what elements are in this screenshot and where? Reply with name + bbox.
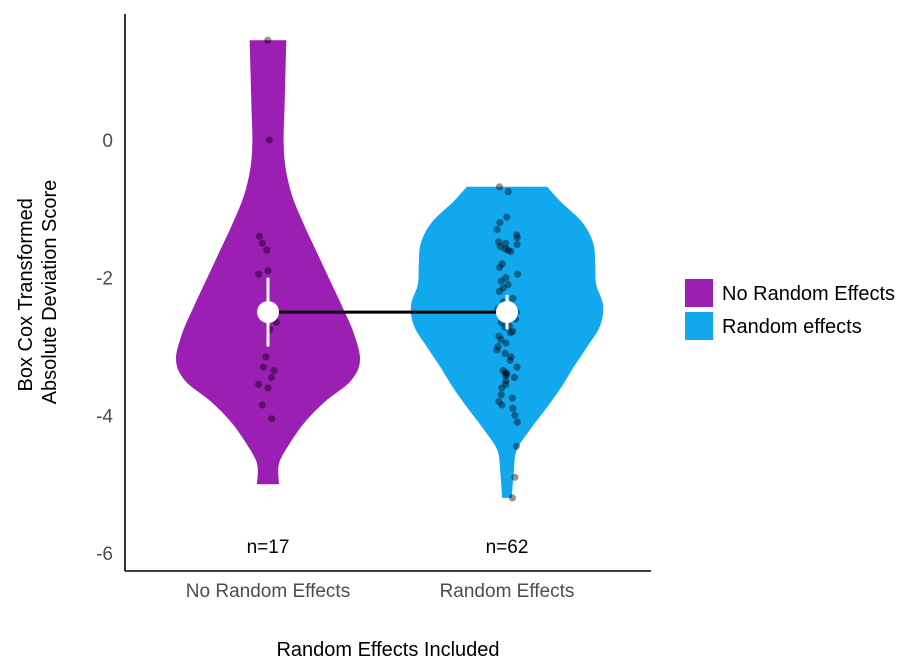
legend: No Random Effects Random effects — [685, 279, 895, 340]
n-label: n=17 — [247, 537, 290, 558]
data-point — [506, 356, 514, 364]
data-point — [509, 404, 517, 412]
violin-random-effects — [410, 186, 604, 498]
legend-label: No Random Effects — [722, 283, 895, 305]
data-point — [495, 238, 503, 246]
data-point — [495, 398, 503, 406]
data-point — [502, 371, 510, 379]
y-tick-label: -4 — [96, 406, 113, 427]
data-point — [258, 401, 266, 409]
data-point — [499, 367, 507, 375]
y-axis-title: Box Cox Transformed Absolute Deviation S… — [15, 180, 61, 405]
data-point — [513, 363, 521, 371]
data-point — [502, 339, 510, 347]
data-point — [498, 384, 506, 392]
data-point — [255, 232, 264, 240]
y-axis-title-line-2: Absolute Deviation Score — [39, 180, 61, 405]
data-point — [498, 260, 506, 268]
data-point — [270, 367, 278, 375]
data-point — [497, 336, 505, 344]
data-point — [497, 277, 505, 285]
data-point — [267, 373, 276, 382]
data-point — [499, 284, 507, 292]
data-point — [262, 353, 270, 361]
data-point — [502, 377, 510, 385]
data-point — [509, 327, 517, 335]
data-point — [496, 243, 504, 251]
data-point — [502, 239, 510, 247]
data-point — [504, 246, 512, 254]
plot-area: n=17 n=62 — [175, 36, 604, 558]
data-point — [255, 380, 263, 388]
y-tick-label: -2 — [96, 269, 113, 290]
data-point — [501, 349, 509, 357]
data-point — [495, 183, 504, 191]
data-point — [498, 401, 506, 409]
data-point — [495, 287, 503, 295]
data-point — [264, 36, 272, 44]
data-point — [502, 380, 510, 388]
data-point — [511, 411, 519, 419]
data-point — [501, 245, 509, 253]
data-point — [497, 391, 505, 399]
data-point — [265, 136, 273, 144]
data-point — [507, 247, 515, 256]
data-point — [513, 418, 521, 426]
legend-swatch — [685, 312, 713, 340]
data-point — [259, 363, 267, 371]
y-axis-title-line-1: Box Cox Transformed — [15, 198, 37, 391]
data-point — [496, 219, 504, 227]
y-tick-labels: 0 -2 -4 -6 — [96, 131, 113, 565]
data-point — [508, 394, 516, 402]
data-point — [502, 369, 510, 377]
data-point — [258, 239, 266, 247]
data-point — [504, 281, 512, 289]
data-point — [512, 442, 521, 450]
data-point — [508, 494, 516, 502]
data-point — [268, 415, 276, 423]
n-label: n=62 — [486, 537, 529, 558]
data-point — [494, 342, 502, 351]
data-point — [510, 373, 518, 382]
data-point — [264, 267, 272, 275]
data-point — [513, 231, 521, 239]
data-point — [513, 234, 521, 242]
x-axis-title: Random Effects Included — [276, 639, 499, 657]
data-point — [503, 370, 511, 378]
data-point — [503, 213, 511, 221]
legend-label: Random effects — [722, 316, 862, 338]
data-point — [496, 263, 504, 271]
data-point — [493, 225, 501, 234]
data-point — [263, 246, 271, 254]
data-point — [264, 384, 272, 392]
data-point — [495, 332, 503, 340]
data-point — [493, 346, 501, 354]
data-point — [506, 329, 514, 337]
x-tick-label: Random Effects — [440, 581, 575, 602]
y-tick-label: -6 — [96, 544, 113, 565]
axes — [124, 14, 651, 572]
mean-marker — [257, 301, 279, 324]
y-tick-label: 0 — [102, 131, 113, 152]
x-tick-labels: No Random Effects Random Effects — [186, 581, 575, 602]
x-tick-label: No Random Effects — [186, 581, 350, 602]
data-point — [514, 270, 522, 278]
data-point — [509, 294, 517, 302]
mean-marker — [496, 301, 518, 324]
violin-no-random-effects — [175, 40, 361, 485]
data-point — [502, 274, 510, 282]
data-point — [511, 473, 519, 481]
data-point — [507, 353, 515, 361]
data-point — [504, 188, 512, 196]
data-point — [513, 241, 521, 249]
legend-swatch — [685, 279, 713, 307]
data-point — [255, 270, 263, 278]
